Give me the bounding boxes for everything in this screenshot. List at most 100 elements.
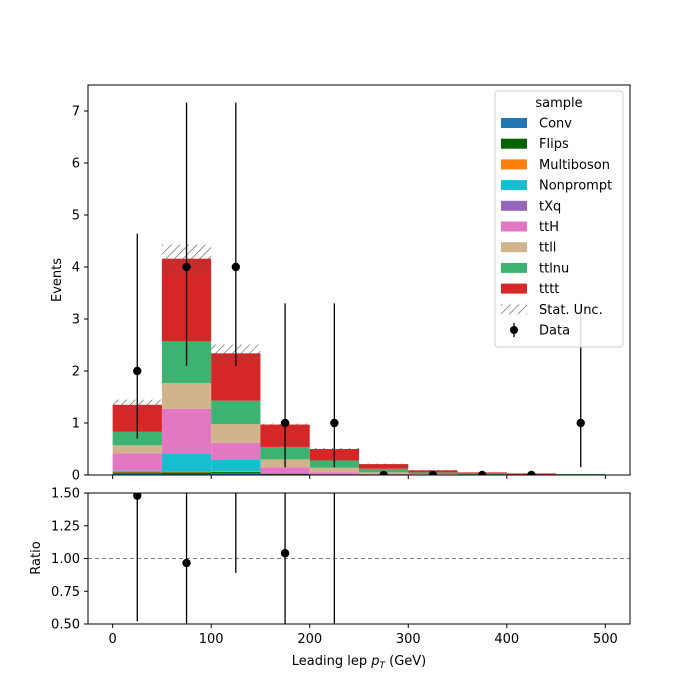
bar-ttH-bin-2 bbox=[211, 442, 261, 460]
legend-entry-ttll-swatch bbox=[501, 242, 527, 253]
bar-Conv-bin-2 bbox=[211, 472, 261, 475]
ratio-xtick-label-0: 0 bbox=[108, 632, 116, 647]
ratio-xtick-label-100: 100 bbox=[199, 632, 224, 647]
series-ttH bbox=[112, 408, 458, 475]
main-axes-frame bbox=[87, 84, 631, 476]
legend-title: sample bbox=[535, 96, 582, 111]
legend-entry-ttll: ttll bbox=[501, 241, 556, 256]
legend-entry-tth: ttH bbox=[501, 220, 559, 235]
legend-entry-flips-swatch bbox=[501, 138, 527, 149]
ratio-xtick-label-300: 300 bbox=[396, 632, 421, 647]
ratio-ytick-label-1: 0.75 bbox=[51, 585, 80, 600]
data-point-9 bbox=[576, 418, 585, 428]
ratio-xtick-label-200: 200 bbox=[297, 632, 322, 647]
main-ytick-label-6: 6 bbox=[72, 157, 80, 172]
main-ytick-label-2: 2 bbox=[72, 365, 80, 380]
main-ytick-label-1: 1 bbox=[72, 417, 80, 432]
legend-entry-nonprompt-swatch bbox=[501, 180, 527, 191]
bar-tXq-bin-2 bbox=[211, 459, 261, 460]
legend-entry-txq-swatch bbox=[501, 200, 527, 211]
ratio-x-ticks: 0 100 200 300 400 500 bbox=[108, 624, 618, 647]
legend-entry-nonprompt-label: Nonprompt bbox=[539, 179, 612, 194]
ratio-xtick-label-400: 400 bbox=[494, 632, 519, 647]
data-point-0 bbox=[133, 366, 142, 376]
series-tXq bbox=[112, 453, 310, 474]
data-point-5 bbox=[379, 470, 388, 475]
ratio-ytick-label-0: 0.50 bbox=[51, 618, 80, 633]
legend-entry-tth-label: ttH bbox=[539, 220, 559, 235]
legend-entry-stat-unc--swatch bbox=[501, 304, 527, 315]
legend-entry-nonprompt: Nonprompt bbox=[501, 179, 612, 194]
bar-ttll-bin-0 bbox=[112, 445, 162, 454]
bar-Flips-bin-2 bbox=[211, 471, 261, 473]
ratio-points bbox=[133, 493, 336, 624]
series-Nonprompt bbox=[112, 453, 261, 472]
legend: sample Conv Flips Multiboson Nonprompt tXq ttH… bbox=[494, 90, 624, 348]
stat-unc-bin-5 bbox=[359, 463, 409, 465]
ratio-point-0 bbox=[133, 493, 142, 500]
data-point-4 bbox=[330, 418, 339, 428]
data-point-6 bbox=[428, 470, 438, 475]
main-ytick-label-7: 7 bbox=[72, 105, 80, 120]
ratio-y-ticks: 0.50 0.75 1.00 1.25 1.50 bbox=[51, 487, 88, 633]
data-point-8 bbox=[527, 470, 536, 475]
legend-entry-data-marker bbox=[510, 326, 518, 334]
legend-entry-txq-label: tXq bbox=[539, 199, 561, 214]
data-point-3 bbox=[280, 418, 290, 428]
bar-Multiboson-bin-1 bbox=[161, 471, 212, 473]
ratio-axes-frame bbox=[87, 492, 631, 625]
bar-Nonprompt-bin-1 bbox=[161, 453, 212, 472]
main-ytick-label-3: 3 bbox=[72, 313, 80, 328]
bar-ttll-bin-4 bbox=[309, 467, 359, 473]
legend-entry-tttt-swatch bbox=[501, 283, 527, 294]
bar-tXq-bin-3 bbox=[260, 473, 310, 474]
series-Flips bbox=[112, 471, 310, 475]
data-point-2 bbox=[231, 262, 241, 272]
legend-entry-data-label: Data bbox=[539, 324, 570, 339]
series-Multiboson bbox=[112, 471, 261, 473]
ratio-xtick-label-500: 500 bbox=[593, 632, 618, 647]
bar-ttH-bin-4 bbox=[309, 472, 359, 475]
bar-ttlnu-bin-2 bbox=[211, 400, 261, 425]
legend-entry-ttlnu: ttlnu bbox=[501, 261, 569, 276]
data-point-1 bbox=[182, 262, 191, 272]
bar-Flips-bin-1 bbox=[161, 472, 212, 474]
ratio-ytick-label-2: 1.00 bbox=[51, 552, 80, 567]
main-x-ticks bbox=[112, 475, 606, 479]
bar-ttlnu-bin-5 bbox=[359, 468, 409, 473]
bar-ttH-bin-0 bbox=[112, 453, 162, 471]
legend-entry-conv-label: Conv bbox=[539, 117, 572, 132]
ratio-ytick-label-4: 1.50 bbox=[51, 487, 80, 502]
legend-entry-conv-swatch bbox=[501, 118, 527, 128]
x-axis-label: Leading lep pT (GeV) bbox=[292, 654, 426, 671]
legend-entry-stat-unc-: Stat. Unc. bbox=[501, 303, 603, 318]
data-point-7 bbox=[477, 470, 487, 475]
bar-Flips-bin-0 bbox=[112, 472, 162, 474]
bar-ttll-bin-2 bbox=[211, 424, 261, 443]
legend-entry-conv: Conv bbox=[501, 117, 572, 132]
bar-tXq-bin-1 bbox=[161, 453, 212, 454]
main-y-ticks: 0 1 2 3 4 5 6 7 bbox=[72, 105, 88, 484]
bar-Flips-bin-3 bbox=[260, 473, 310, 475]
legend-entry-stat-unc--label: Stat. Unc. bbox=[539, 303, 603, 318]
stat-unc-bin-6 bbox=[408, 469, 458, 471]
ratio-point-1 bbox=[182, 558, 191, 568]
legend-entry-data: Data bbox=[510, 323, 570, 339]
legend-entry-flips: Flips bbox=[501, 137, 569, 152]
bar-ttH-bin-3 bbox=[260, 467, 310, 474]
bar-tttt-bin-5 bbox=[359, 464, 409, 469]
main-ytick-label-5: 5 bbox=[72, 209, 80, 224]
legend-entry-tth-swatch bbox=[501, 221, 527, 232]
main-y-axis-label: Events bbox=[50, 258, 65, 302]
bar-ttlnu-bin-9 bbox=[556, 473, 606, 475]
ratio-y-axis-label: Ratio bbox=[29, 541, 44, 574]
legend-entry-ttlnu-swatch bbox=[501, 262, 527, 273]
legend-entry-tttt: tttt bbox=[501, 282, 559, 297]
bar-Multiboson-bin-0 bbox=[112, 471, 162, 473]
legend-entry-flips-label: Flips bbox=[539, 137, 569, 152]
bar-ttll-bin-1 bbox=[161, 382, 212, 409]
bar-Nonprompt-bin-2 bbox=[211, 459, 261, 472]
legend-entry-ttlnu-label: ttlnu bbox=[539, 261, 569, 276]
legend-entry-ttll-label: ttll bbox=[539, 241, 556, 256]
